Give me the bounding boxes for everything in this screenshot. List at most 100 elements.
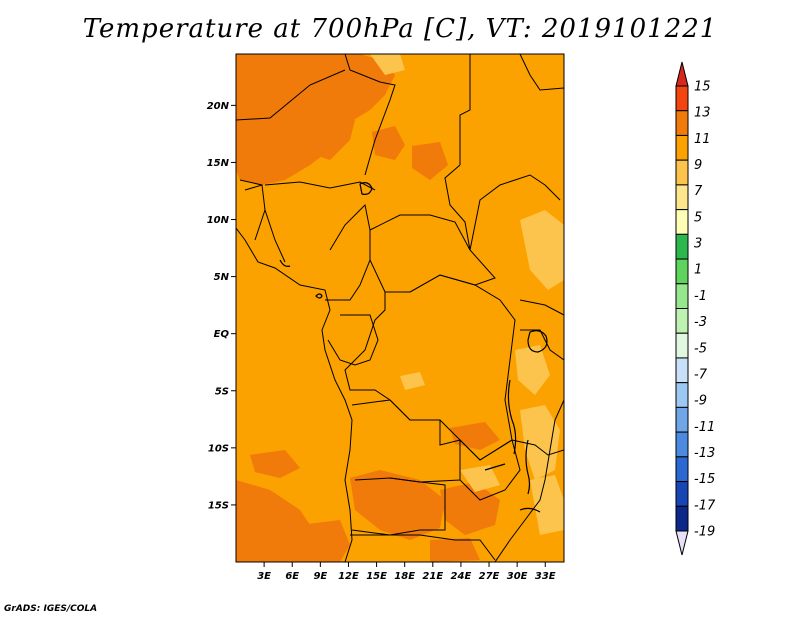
cool-region-tanzania (520, 405, 560, 480)
cool-region-congo-basin (400, 372, 425, 390)
lake-malawi (525, 439, 531, 495)
colorbar-band (675, 258, 689, 285)
colorbar-band (675, 308, 689, 334)
warm-region-sahara-central (292, 102, 355, 160)
lake-kariba (484, 463, 506, 471)
lon-tick-label: 12E (338, 571, 359, 582)
cool-region-ethiopia (520, 210, 564, 290)
lon-tick-label: 18E (394, 571, 415, 582)
border-tanzania-mozambique (511, 439, 564, 456)
border-zambia (459, 439, 521, 501)
border-kenya (519, 299, 564, 361)
lon-tick-label: 24E (451, 571, 472, 582)
warm-region-kalahari (430, 538, 480, 562)
coastline-west-africa (236, 227, 353, 562)
lat-tick-label: 5S (215, 386, 229, 397)
border-mali-niger (236, 69, 346, 121)
map-title: Temperature at 700hPa [C], VT: 201910122… (82, 14, 718, 44)
border-congo-gabon (327, 314, 379, 366)
lon-tick-label: 30E (507, 571, 528, 582)
colorbar-bottom-arrow (675, 530, 689, 556)
lon-tick-label: 9E (313, 571, 327, 582)
lake-chad (359, 182, 373, 195)
warm-temperature-regions (236, 54, 500, 562)
colorbar-band (675, 110, 689, 136)
colorbar-label: -11 (694, 420, 715, 435)
colorbar-top-arrow (675, 61, 689, 87)
colorbar-band (675, 357, 689, 384)
cool-region-mozambique (530, 475, 564, 535)
cool-region-lakes (515, 345, 550, 395)
lat-tick-label: 5N (214, 272, 230, 283)
lake-victoria (527, 330, 548, 353)
border-west-africa-states (239, 179, 286, 263)
coastline-red-sea (519, 54, 564, 91)
lake-ngami (519, 507, 541, 513)
colorbar-label: 3 (694, 237, 702, 252)
colorbar-label: 5 (694, 210, 702, 225)
colorbar-band (675, 431, 689, 458)
colorbar-label: 11 (694, 132, 711, 147)
colorbar-band (675, 233, 689, 260)
lat-tick-label: 10N (207, 215, 230, 226)
colorbar-label: -3 (694, 315, 707, 330)
border-sudan-ethiopia (469, 174, 561, 251)
colorbar-band (675, 134, 689, 161)
border-algeria-libya (344, 54, 396, 176)
colorbar-label: -1 (694, 289, 707, 304)
colorbar-band (675, 505, 689, 532)
warm-region-south-coast (300, 520, 350, 562)
colorbar-label: -9 (694, 394, 707, 409)
colorbar-label: 13 (694, 106, 711, 121)
colorbar-band (675, 406, 689, 433)
cool-region-north (370, 54, 405, 75)
colorbar-band (675, 209, 689, 235)
warm-region-botswana (440, 482, 500, 535)
lon-tick-label: 21E (422, 571, 443, 582)
colorbar-label: 9 (694, 158, 702, 173)
lat-tick-label: EQ (214, 329, 230, 340)
warm-region-chad (412, 142, 448, 180)
lat-tick-label: 20N (207, 101, 230, 112)
border-libya-egypt (459, 54, 471, 165)
map-frame (235, 53, 565, 563)
lon-tick-label: 33E (535, 571, 556, 582)
cool-temperature-regions (370, 54, 564, 535)
lon-tick-label: 15E (366, 571, 387, 582)
lon-tick-label: 3E (257, 571, 271, 582)
colorbar-label: 1 (694, 263, 702, 278)
colorbar-band (675, 184, 689, 211)
border-south-africa (350, 534, 496, 561)
lake-tanganyika (507, 379, 517, 455)
colorbar-band (675, 159, 689, 186)
lake-tonle (315, 293, 323, 299)
colorbar: 15 13 11 9 7 5 3 1 -1 -3 -5 -7 -9 -11 -13 -15 -17 -19 (675, 61, 716, 556)
colorbar-label: 7 (694, 184, 703, 199)
colorbar-label: -13 (694, 446, 715, 461)
colorbar-band (675, 382, 689, 408)
colorbar-label: -7 (694, 367, 708, 382)
colorbar-label: -5 (694, 341, 707, 356)
border-chad-sudan (444, 164, 471, 251)
colorbar-label: -17 (694, 498, 716, 513)
cool-region-zambia (460, 465, 500, 492)
border-car (369, 214, 496, 293)
border-niger-nigeria (264, 181, 376, 191)
warm-region-air (372, 126, 405, 160)
lake-volta (279, 259, 291, 267)
colorbar-label: -19 (694, 525, 715, 540)
border-cameroon (325, 203, 371, 301)
colorbar-band (675, 332, 689, 359)
lat-tick-label: 10S (208, 443, 229, 454)
colorbar-band (675, 283, 689, 309)
lat-tick-label: 15N (207, 158, 230, 169)
credit-text: GrADS: IGES/COLA (4, 604, 98, 614)
lon-tick-label: 27E (479, 571, 500, 582)
lakes (279, 182, 548, 513)
colorbar-label: -15 (694, 472, 715, 487)
latitude-axis: 20N 15N 10N 5N EQ 5S 10S 15S (207, 101, 236, 511)
country-borders (236, 54, 564, 562)
coastline-east-africa (494, 399, 564, 562)
colorbar-label: 15 (694, 80, 711, 95)
